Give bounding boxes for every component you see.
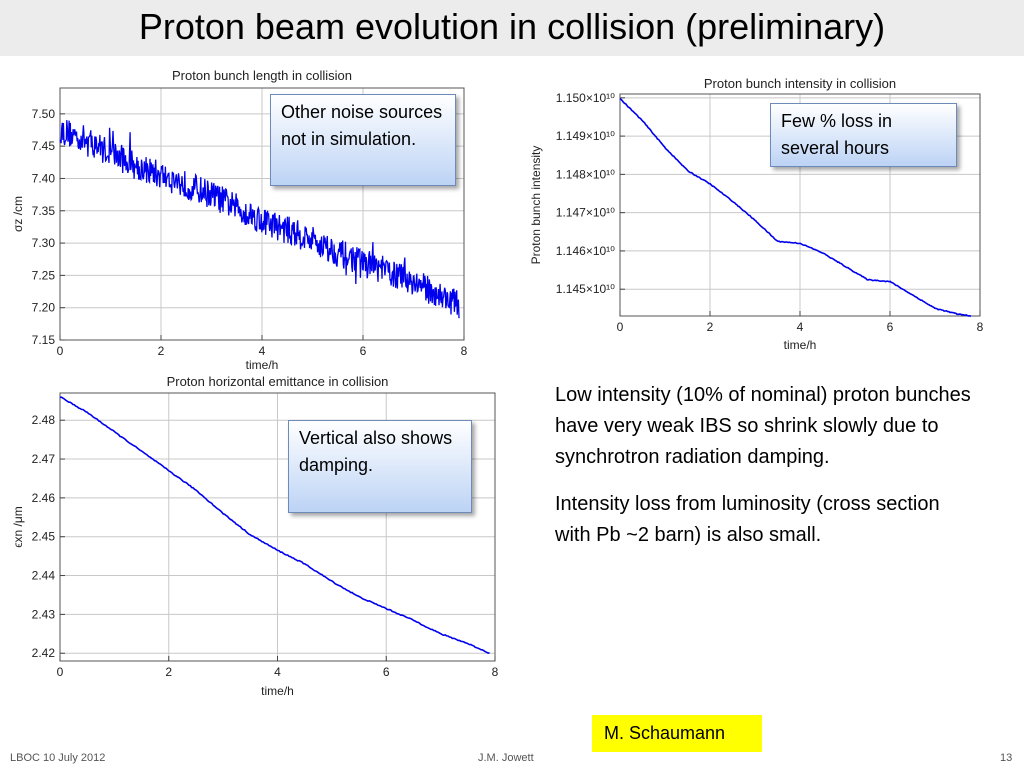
footer-left: LBOC 10 July 2012 [10,752,106,764]
paragraph-ibs: Low intensity (10% of nominal) proton bu… [555,384,971,468]
length-xtick-label: 6 [360,344,367,358]
intensity-xtick-label: 2 [707,320,714,334]
intensity-series-line [619,97,972,318]
length-xtick-label: 4 [259,344,266,358]
callout-noise: Other noise sources not in simulation. [270,94,456,186]
emittance-ytick-label: 2.44 [32,569,56,583]
emittance-ytick-label: 2.42 [32,646,56,660]
intensity-xtick-label: 6 [887,320,894,334]
length-xtick-label: 0 [57,344,64,358]
length-ytick-label: 7.20 [32,301,56,315]
intensity-ytick-label: 1.149×10¹⁰ [556,129,615,143]
intensity-xtick-label: 8 [977,320,984,334]
emittance-ytick-label: 2.45 [32,530,56,544]
emittance-xtick-label: 2 [165,665,172,679]
length-ytick-label: 7.35 [32,204,56,218]
intensity-xtick-label: 0 [617,320,624,334]
intensity-chart-title: Proton bunch intensity in collision [704,76,896,91]
intensity-ytick-label: 1.150×10¹⁰ [556,91,615,105]
emittance-series-line [59,396,490,654]
body-text: Low intensity (10% of nominal) proton bu… [555,380,975,567]
length-series-line [59,120,460,319]
emittance-ytick-label: 2.47 [32,452,56,466]
title-bar [0,0,1024,56]
length-x-axis-label: time/h [246,358,279,372]
length-ytick-label: 7.50 [32,107,56,121]
page-number: 13 [1000,752,1013,764]
emittance-y-axis-label: ϵxn /μm [11,506,25,548]
emittance-ytick-label: 2.48 [32,413,56,427]
paragraph-intensity: Intensity loss from luminosity (cross se… [555,493,940,546]
intensity-ytick-label: 1.145×10¹⁰ [556,282,615,296]
emittance-ytick-label: 2.43 [32,607,56,621]
length-ytick-label: 7.30 [32,236,56,250]
intensity-x-axis-label: time/h [784,338,817,352]
emittance-chart-title: Proton horizontal emittance in collision [167,374,389,389]
length-y-axis-label: σz /cm [11,196,25,232]
emittance-ytick-label: 2.46 [32,491,56,505]
emittance-xtick-label: 8 [492,665,499,679]
intensity-y-axis-label: Proton bunch intensity [529,146,543,265]
length-xtick-label: 2 [158,344,165,358]
length-ytick-label: 7.45 [32,139,56,153]
length-xtick-label: 8 [461,344,468,358]
emittance-xtick-label: 6 [383,665,390,679]
length-ytick-label: 7.15 [32,333,56,347]
length-chart: 0 2 4 6 8 7.15 7.20 7.25 7.30 7.35 7.40 7.45 7.50 Pro… [11,68,468,372]
callout-intensity: Few % loss in several hours [770,103,957,167]
length-ytick-label: 7.25 [32,268,56,282]
length-ytick-label: 7.40 [32,171,56,185]
intensity-chart: 0 2 4 6 8 1.145×10¹⁰ 1.146×10¹⁰ 1.147×10¹⁰ 1.148… [529,76,984,352]
footer-center: J.M. Jowett [478,752,534,764]
emittance-xtick-label: 0 [57,665,64,679]
length-chart-title: Proton bunch length in collision [172,68,352,83]
intensity-xtick-label: 4 [797,320,804,334]
intensity-ytick-label: 1.146×10¹⁰ [556,244,615,258]
emittance-xtick-label: 4 [274,665,281,679]
emittance-x-axis-label: time/h [261,684,294,698]
intensity-ytick-label: 1.148×10¹⁰ [556,167,615,181]
slide-title: Proton beam evolution in collision (prel… [138,6,886,47]
intensity-ytick-label: 1.147×10¹⁰ [556,206,615,220]
author-highlight: M. Schaumann [592,715,762,752]
callout-vertical: Vertical also shows damping. [288,420,472,513]
